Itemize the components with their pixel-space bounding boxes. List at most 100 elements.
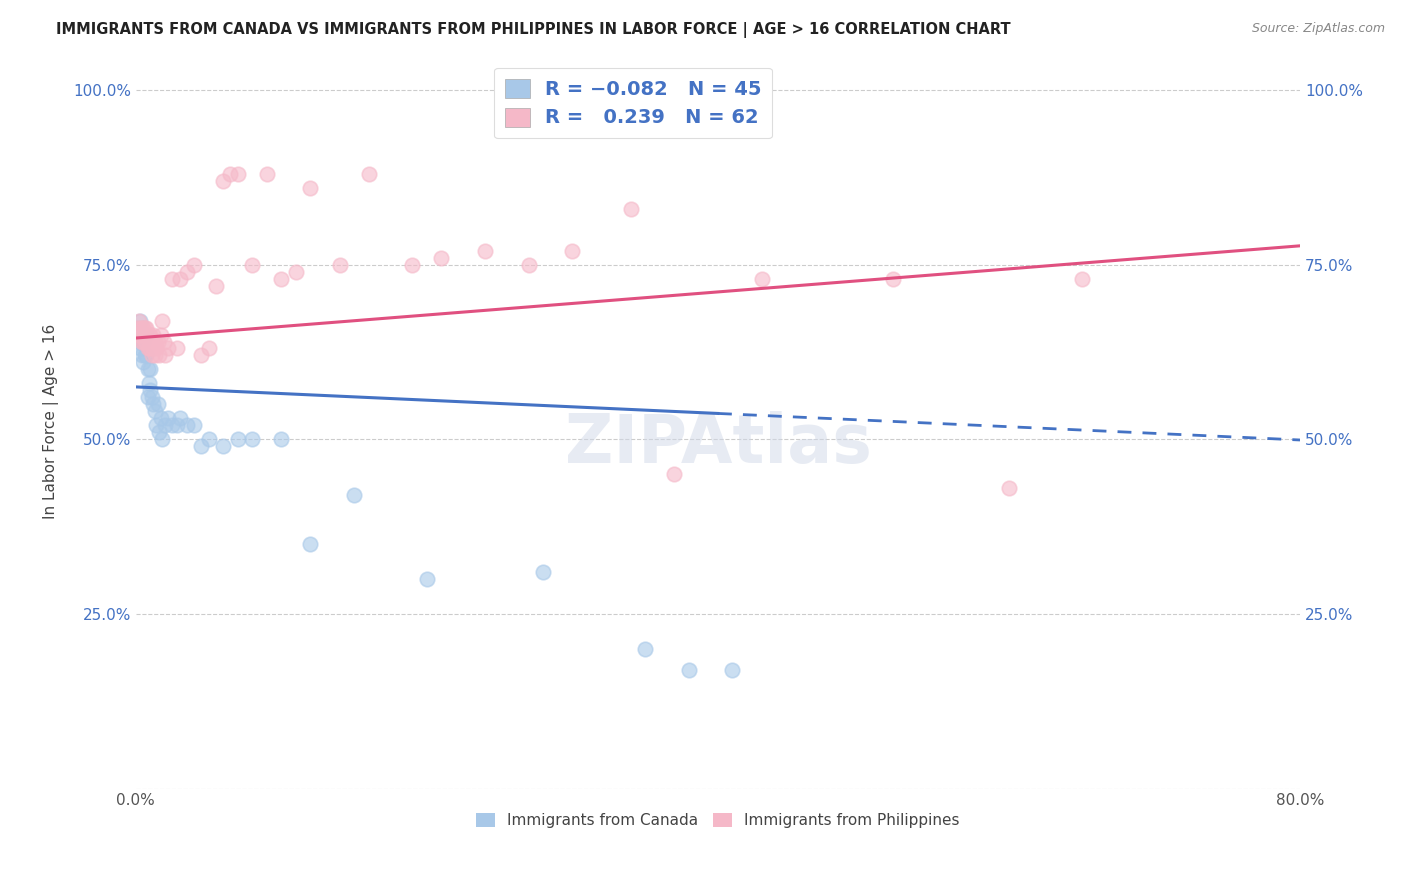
Point — [329, 258, 352, 272]
Point — [169, 271, 191, 285]
Point — [299, 537, 322, 551]
Point — [134, 349, 156, 363]
Point — [270, 432, 292, 446]
Point — [148, 349, 170, 363]
Point — [166, 418, 188, 433]
Point — [721, 663, 744, 677]
Point — [882, 271, 904, 285]
Point — [219, 167, 242, 181]
Point — [141, 334, 163, 349]
Point — [212, 174, 235, 188]
Point — [226, 167, 249, 181]
Point — [299, 181, 322, 195]
Point — [143, 349, 166, 363]
Point — [416, 572, 439, 586]
Point — [357, 167, 380, 181]
Point — [183, 258, 205, 272]
Y-axis label: In Labor Force | Age > 16: In Labor Force | Age > 16 — [44, 324, 59, 519]
Point — [128, 327, 150, 342]
Point — [141, 349, 163, 363]
Point — [136, 391, 159, 405]
Point — [190, 349, 212, 363]
Point — [138, 327, 160, 342]
Point — [270, 271, 292, 285]
Point — [131, 349, 153, 363]
Point — [139, 327, 162, 342]
Point — [150, 313, 173, 327]
Point — [135, 327, 157, 342]
Point — [197, 432, 219, 446]
Point — [240, 432, 263, 446]
Point — [139, 362, 162, 376]
Point — [430, 251, 453, 265]
Point — [131, 334, 153, 349]
Point — [134, 327, 156, 342]
Point — [132, 334, 155, 349]
Point — [751, 271, 773, 285]
Point — [634, 641, 657, 656]
Point — [226, 432, 249, 446]
Point — [678, 663, 700, 677]
Point — [620, 202, 643, 216]
Point — [145, 418, 167, 433]
Point — [129, 342, 152, 356]
Point — [136, 362, 159, 376]
Text: ZIPAtlas: ZIPAtlas — [564, 411, 872, 477]
Point — [131, 320, 153, 334]
Point — [156, 342, 179, 356]
Point — [141, 391, 163, 405]
Point — [190, 439, 212, 453]
Point — [138, 376, 160, 391]
Point — [162, 271, 184, 285]
Point — [256, 167, 278, 181]
Point — [131, 327, 153, 342]
Point — [162, 418, 184, 433]
Point — [1070, 271, 1092, 285]
Point — [134, 334, 156, 349]
Point — [474, 244, 496, 258]
Point — [129, 313, 152, 327]
Point — [531, 565, 554, 579]
Legend: Immigrants from Canada, Immigrants from Philippines: Immigrants from Canada, Immigrants from … — [468, 805, 967, 836]
Point — [146, 334, 169, 349]
Point — [166, 342, 188, 356]
Point — [197, 342, 219, 356]
Point — [152, 334, 174, 349]
Point — [138, 342, 160, 356]
Point — [142, 397, 165, 411]
Point — [212, 439, 235, 453]
Point — [132, 334, 155, 349]
Point — [132, 355, 155, 369]
Point — [139, 384, 162, 398]
Point — [153, 349, 176, 363]
Point — [517, 258, 540, 272]
Point — [132, 320, 155, 334]
Point — [142, 342, 165, 356]
Point — [561, 244, 583, 258]
Text: IMMIGRANTS FROM CANADA VS IMMIGRANTS FROM PHILIPPINES IN LABOR FORCE | AGE > 16 : IMMIGRANTS FROM CANADA VS IMMIGRANTS FRO… — [56, 22, 1011, 38]
Text: Source: ZipAtlas.com: Source: ZipAtlas.com — [1251, 22, 1385, 36]
Point — [129, 327, 152, 342]
Point — [176, 265, 198, 279]
Point — [343, 488, 366, 502]
Point — [664, 467, 686, 482]
Point — [134, 320, 156, 334]
Point — [998, 481, 1021, 495]
Point — [139, 342, 162, 356]
Point — [150, 432, 173, 446]
Point — [401, 258, 423, 272]
Point — [128, 313, 150, 327]
Point — [156, 411, 179, 425]
Point — [135, 320, 157, 334]
Point — [143, 404, 166, 418]
Point — [145, 342, 167, 356]
Point — [153, 418, 176, 433]
Point — [183, 418, 205, 433]
Point — [240, 258, 263, 272]
Point — [128, 334, 150, 349]
Point — [149, 327, 172, 342]
Point — [142, 327, 165, 342]
Point — [135, 349, 157, 363]
Point — [127, 320, 149, 334]
Point — [148, 425, 170, 440]
